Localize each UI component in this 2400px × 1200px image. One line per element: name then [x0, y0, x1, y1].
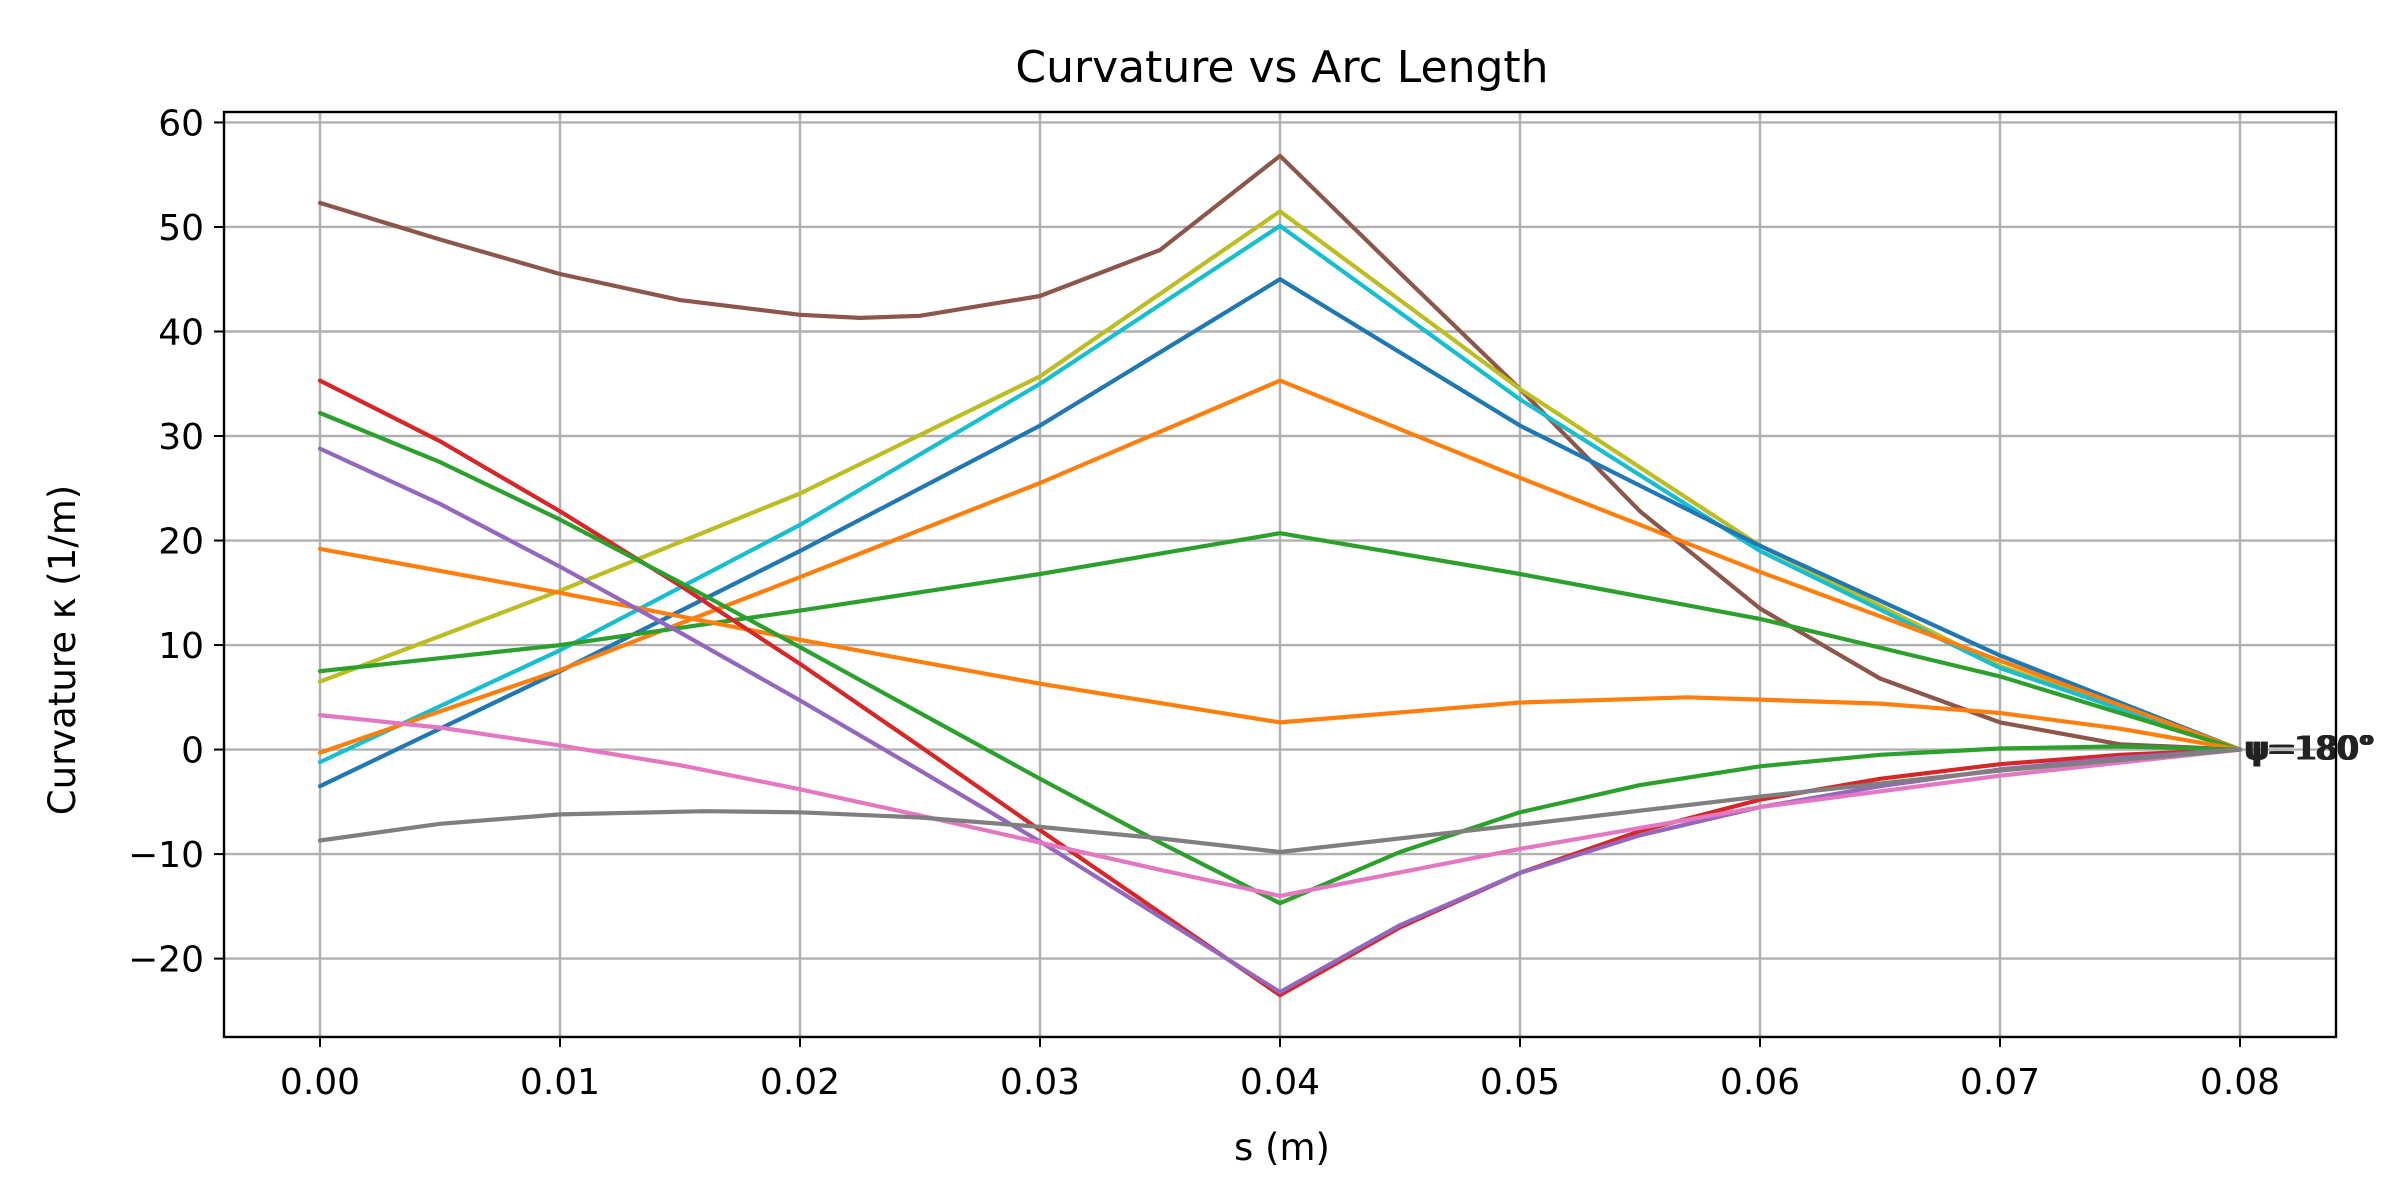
series-line-6	[317, 531, 2243, 752]
y-tick-label: 30	[158, 417, 204, 458]
y-tick-label: 60	[158, 103, 204, 144]
annotations: ψ=180°ψ=180°ψ=180°	[2244, 729, 2377, 768]
x-tick-label: 0.04	[1240, 1062, 1320, 1103]
series-line-7	[317, 546, 2243, 752]
x-tick-label: 0.05	[1480, 1062, 1560, 1103]
end-annotation: ψ=180°	[2244, 729, 2373, 768]
series-line-11	[317, 712, 2243, 899]
y-axis-ticks: −20 −10 0 10 20 30 40 50 60	[128, 103, 224, 981]
y-tick-label: −10	[128, 835, 204, 876]
y-tick-label: 50	[158, 208, 204, 249]
chart-title: Curvature vs Arc Length	[1015, 42, 1548, 93]
x-tick-label: 0.06	[1720, 1062, 1800, 1103]
x-tick-label: 0.00	[280, 1062, 360, 1103]
series-line-4	[317, 277, 2243, 789]
x-tick-label: 0.03	[1000, 1062, 1080, 1103]
series-layer	[317, 153, 2243, 998]
y-tick-label: 0	[181, 731, 204, 772]
x-axis-ticks: 0.00 0.01 0.02 0.03 0.04 0.05 0.06 0.07 0.08	[280, 1037, 2280, 1103]
series-line-9	[317, 410, 2243, 906]
x-tick-label: 0.02	[760, 1062, 840, 1103]
series-line-5	[317, 378, 2243, 755]
series-line-12	[317, 747, 2243, 855]
y-tick-label: 10	[158, 626, 204, 667]
y-tick-label: −20	[128, 940, 204, 981]
end-annotation: ψ=180°	[2248, 729, 2377, 768]
y-axis-label: Curvature κ (1/m)	[41, 485, 84, 815]
end-annotation: ψ=180°	[2246, 729, 2375, 768]
x-tick-label: 0.08	[2200, 1062, 2280, 1103]
series-line-1	[317, 153, 2243, 752]
y-tick-label: 40	[158, 312, 204, 353]
x-axis-label: s (m)	[1234, 1126, 1330, 1169]
x-tick-label: 0.01	[520, 1062, 600, 1103]
y-tick-label: 20	[158, 522, 204, 563]
x-tick-label: 0.07	[1960, 1062, 2040, 1103]
